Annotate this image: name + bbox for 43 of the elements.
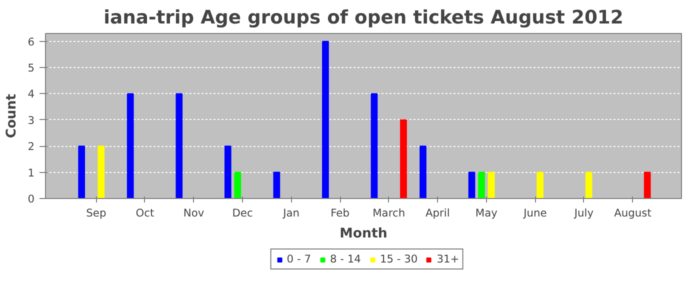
- y-tick-label: 1: [28, 166, 34, 180]
- bar: [488, 172, 495, 198]
- bar: [176, 93, 183, 198]
- y-tick-label: 5: [28, 62, 34, 75]
- legend-label: 0 - 7: [286, 252, 311, 266]
- legend-label: 8 - 14: [330, 252, 361, 266]
- y-tick-label: 4: [28, 88, 35, 101]
- y-tick-label: 2: [28, 140, 34, 154]
- y-tick-label: 3: [28, 114, 34, 127]
- y-tick-label: 0: [28, 192, 35, 206]
- bar: [322, 40, 329, 198]
- bar: [234, 172, 242, 198]
- x-tick-label: July: [573, 206, 594, 220]
- bar: [98, 146, 105, 198]
- x-tick-label: Dec: [232, 206, 253, 220]
- bar: [224, 146, 232, 198]
- x-tick-label: Oct: [136, 206, 154, 220]
- x-tick-label: Nov: [183, 206, 204, 220]
- x-tick-label: Sep: [86, 206, 106, 220]
- bar: [78, 146, 86, 198]
- bar: [644, 172, 651, 198]
- x-tick-label: June: [522, 206, 547, 220]
- x-tick-label: April: [425, 206, 450, 220]
- x-tick-label: Feb: [330, 206, 350, 220]
- bar: [370, 93, 378, 198]
- y-tick-label: 6: [28, 35, 35, 48]
- bar: [536, 172, 544, 198]
- y-axis-title: Count: [4, 93, 20, 138]
- bar: [468, 172, 476, 198]
- bar: [273, 172, 280, 198]
- bar: [585, 172, 592, 198]
- x-tick-label: Jan: [282, 206, 300, 220]
- chart-title: iana-trip Age groups of open tickets August 2012: [104, 8, 624, 28]
- bar: [478, 172, 485, 198]
- legend-label: 15 - 30: [380, 252, 418, 266]
- bar: [420, 146, 426, 198]
- x-tick-label: August: [614, 206, 652, 220]
- bar: [126, 93, 134, 198]
- x-tick-label: March: [372, 206, 406, 220]
- bar: [400, 119, 407, 198]
- x-axis-title: Month: [340, 226, 388, 242]
- x-tick-label: May: [475, 206, 498, 220]
- legend-label: 31+: [436, 252, 460, 266]
